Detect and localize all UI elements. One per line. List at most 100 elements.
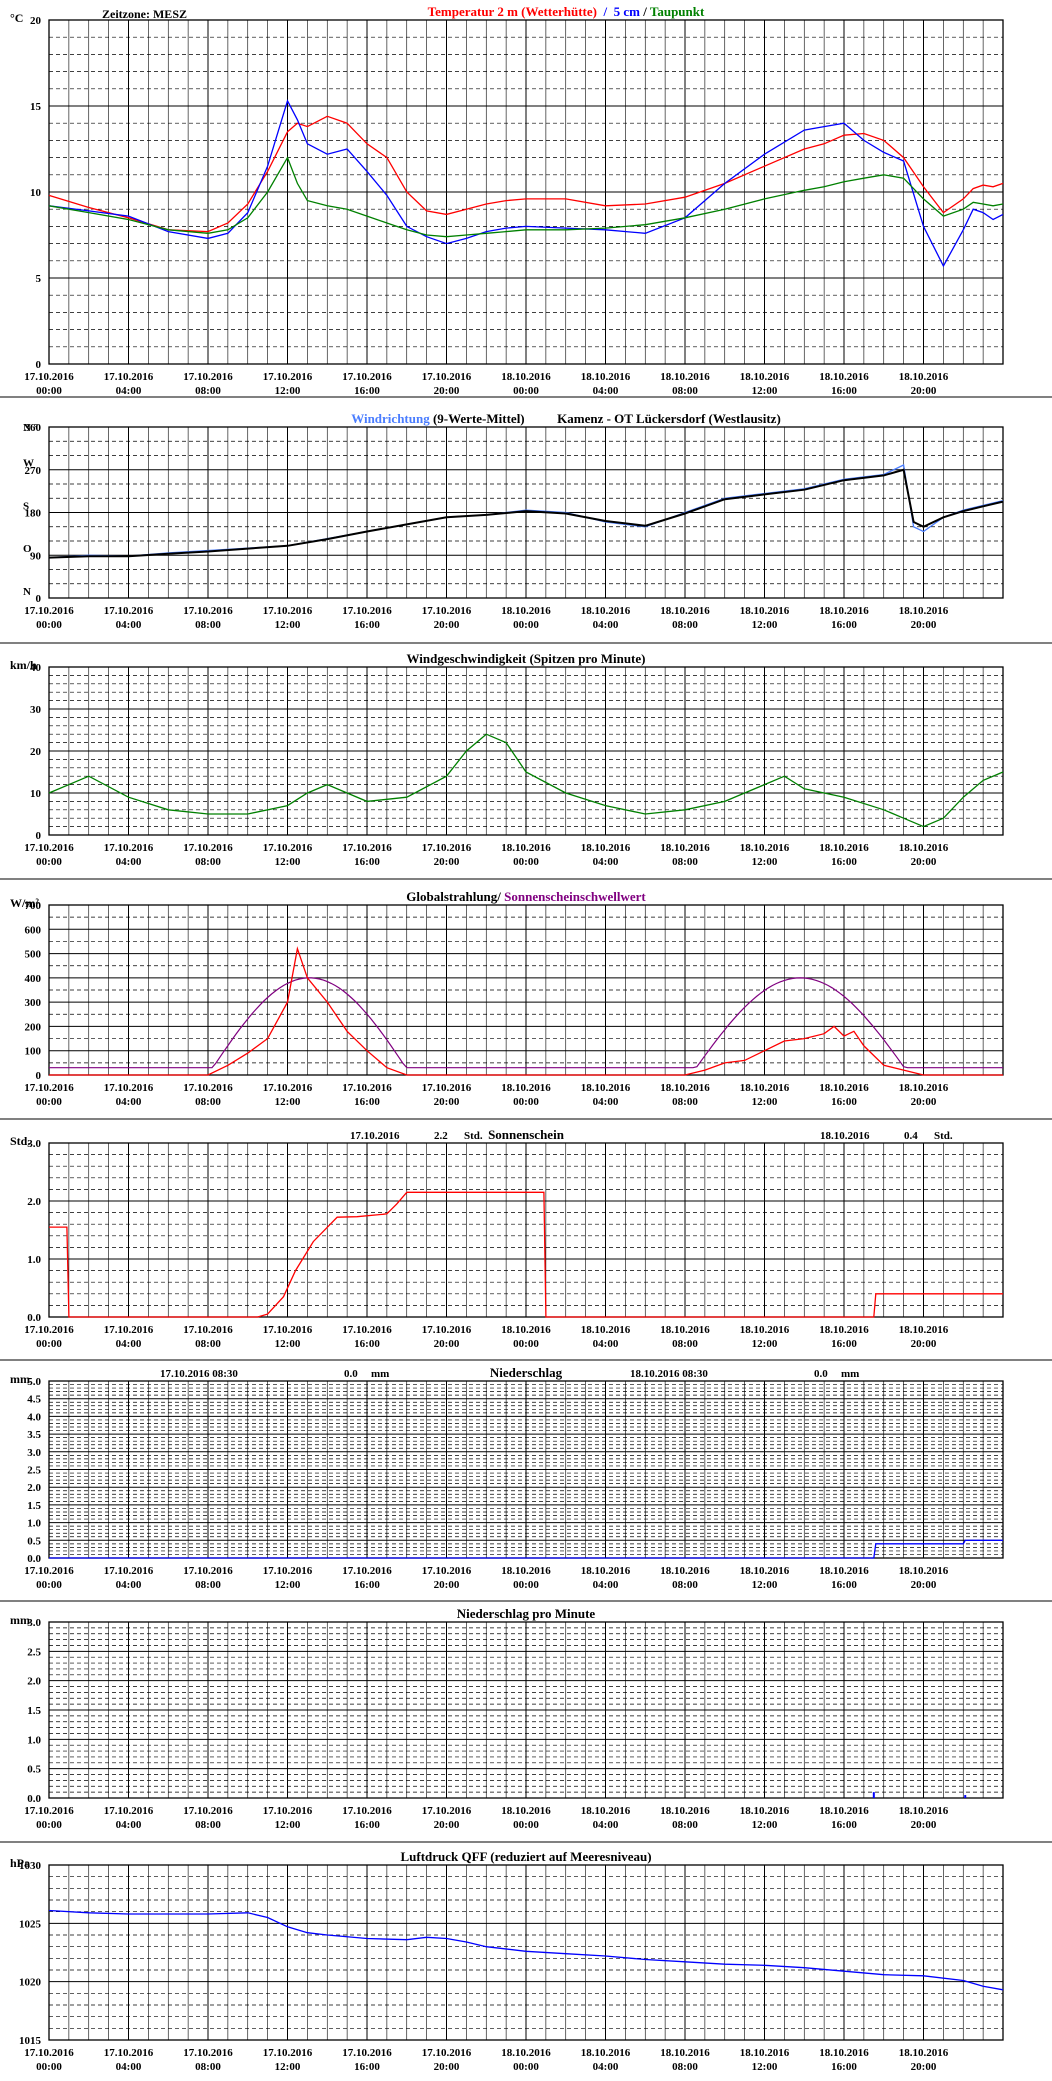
x-tick-date: 17.10.2016	[342, 1324, 392, 1336]
x-tick-date: 18.10.2016	[899, 605, 949, 617]
x-tick-date: 17.10.2016	[263, 1324, 313, 1336]
chart-title-part: Globalstrahlung/	[406, 889, 504, 904]
x-tick-date: 18.10.2016	[740, 2047, 790, 2059]
x-tick-date: 18.10.2016	[819, 842, 869, 854]
x-tick-time: 04:00	[593, 1579, 619, 1591]
x-tick-date: 18.10.2016	[740, 1805, 790, 1817]
x-tick-date: 18.10.2016	[819, 1805, 869, 1817]
x-tick-time: 00:00	[513, 385, 539, 397]
plot-frame	[48, 1621, 1004, 1799]
plot-frame	[48, 426, 1004, 599]
x-tick-date: 17.10.2016	[422, 1324, 472, 1336]
y-tick-label: 90	[30, 550, 42, 562]
x-tick-date: 18.10.2016	[581, 2047, 631, 2059]
y-tick-label: 20	[30, 15, 42, 27]
y-tick-label: 10	[30, 788, 42, 800]
x-tick-time: 04:00	[116, 1579, 142, 1591]
x-tick-time: 20:00	[434, 2061, 460, 2073]
x-tick-time: 00:00	[36, 856, 62, 868]
annotation-value: 0.0	[344, 1368, 358, 1380]
annotation-unit: Std.	[934, 1130, 953, 1142]
x-tick-time: 04:00	[593, 619, 619, 631]
x-tick-time: 04:00	[116, 1819, 142, 1831]
x-tick-time: 00:00	[36, 619, 62, 631]
x-tick-date: 18.10.2016	[819, 1324, 869, 1336]
x-tick-date: 17.10.2016	[422, 2047, 472, 2059]
x-tick-date: 18.10.2016	[660, 1565, 710, 1577]
chart-title-part: Sonnenschein	[488, 1127, 565, 1142]
x-tick-date: 17.10.2016	[422, 842, 472, 854]
series-line	[48, 733, 1004, 828]
y-tick-label: 10	[30, 187, 42, 199]
x-tick-time: 12:00	[275, 2061, 301, 2073]
chart-title-part: Kamenz - OT Lückersdorf (Westlausitz)	[525, 411, 781, 426]
x-tick-date: 18.10.2016	[660, 371, 710, 383]
x-tick-date: 17.10.2016	[24, 842, 74, 854]
y-tick-label: 0	[36, 359, 42, 371]
x-tick-time: 16:00	[354, 856, 380, 868]
x-tick-time: 00:00	[36, 1579, 62, 1591]
x-tick-date: 17.10.2016	[263, 371, 313, 383]
x-tick-time: 04:00	[116, 2061, 142, 2073]
x-tick-time: 12:00	[275, 385, 301, 397]
x-tick-date: 18.10.2016	[899, 371, 949, 383]
series-line	[49, 946, 1003, 1076]
x-tick-time: 16:00	[354, 1338, 380, 1350]
x-tick-time: 00:00	[513, 1819, 539, 1831]
compass-label: S	[23, 500, 29, 512]
x-tick-time: 04:00	[593, 2061, 619, 2073]
y-tick-label: 1.0	[27, 1254, 41, 1266]
x-tick-date: 18.10.2016	[899, 1082, 949, 1094]
y-tick-label: 3.5	[27, 1429, 41, 1441]
x-tick-time: 00:00	[36, 385, 62, 397]
y-tick-label: 0.0	[27, 1312, 41, 1324]
x-tick-time: 16:00	[354, 2061, 380, 2073]
x-tick-date: 17.10.2016	[183, 842, 233, 854]
chart-title-part: /	[640, 4, 650, 19]
y-tick-label: 4.5	[27, 1394, 41, 1406]
x-tick-time: 08:00	[672, 1096, 698, 1108]
x-tick-date: 18.10.2016	[660, 605, 710, 617]
x-tick-date: 17.10.2016	[183, 1082, 233, 1094]
x-tick-time: 04:00	[593, 1338, 619, 1350]
x-tick-time: 04:00	[116, 1096, 142, 1108]
chart-title: Niederschlag pro Minute	[457, 1606, 596, 1621]
x-tick-time: 16:00	[831, 1579, 857, 1591]
x-tick-time: 00:00	[513, 1096, 539, 1108]
x-tick-time: 12:00	[752, 1579, 778, 1591]
x-tick-date: 18.10.2016	[740, 1565, 790, 1577]
chart-title: Windrichtung (9-Werte-Mittel) Kamenz - O…	[351, 411, 781, 426]
x-tick-time: 16:00	[831, 1819, 857, 1831]
x-tick-date: 17.10.2016	[24, 1565, 74, 1577]
x-tick-date: 18.10.2016	[660, 1082, 710, 1094]
x-tick-time: 08:00	[195, 1338, 221, 1350]
x-tick-date: 18.10.2016	[899, 1805, 949, 1817]
x-tick-time: 08:00	[672, 856, 698, 868]
y-tick-label: 3.0	[27, 1447, 41, 1459]
y-tick-label: 0.0	[27, 1793, 41, 1805]
x-tick-date: 18.10.2016	[899, 1565, 949, 1577]
series-line	[48, 1909, 1004, 1991]
compass-label: W	[23, 458, 34, 470]
x-tick-date: 18.10.2016	[501, 1805, 551, 1817]
x-tick-time: 04:00	[116, 385, 142, 397]
x-tick-time: 08:00	[195, 1096, 221, 1108]
x-tick-time: 16:00	[354, 1579, 380, 1591]
x-tick-date: 18.10.2016	[581, 842, 631, 854]
x-tick-date: 18.10.2016	[581, 371, 631, 383]
y-unit-label: km/h	[10, 658, 37, 672]
series-line	[48, 468, 1004, 559]
x-tick-time: 08:00	[672, 1819, 698, 1831]
x-tick-date: 17.10.2016	[104, 1082, 154, 1094]
y-tick-label: 1015	[19, 2035, 42, 2047]
x-tick-date: 17.10.2016	[24, 2047, 74, 2059]
x-tick-time: 00:00	[36, 1096, 62, 1108]
y-tick-label: 1.0	[27, 1734, 41, 1746]
x-tick-date: 18.10.2016	[899, 2047, 949, 2059]
annotation-value: 0.0	[814, 1368, 828, 1380]
y-tick-label: 0.0	[27, 1553, 41, 1565]
chart-precip: 0.00.51.01.52.02.53.03.54.04.55.0mm Niede…	[10, 1365, 1004, 1591]
y-tick-label: 0.5	[27, 1764, 41, 1776]
